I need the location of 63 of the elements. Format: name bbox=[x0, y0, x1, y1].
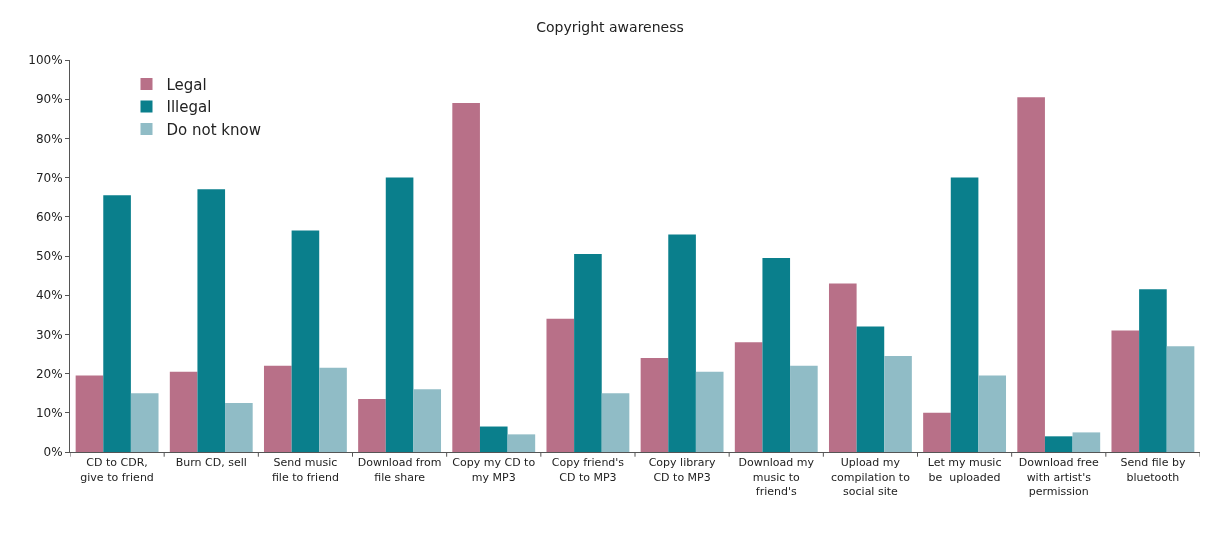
y-tick-label: 100% bbox=[28, 53, 63, 68]
x-tick-label: Download from file share bbox=[357, 456, 442, 484]
bar bbox=[884, 355, 912, 452]
bar bbox=[574, 254, 602, 452]
y-tick-label: 40% bbox=[35, 288, 63, 303]
y-tick-label: 20% bbox=[35, 366, 63, 381]
bar bbox=[640, 357, 669, 452]
y-tick-label: 10% bbox=[35, 406, 63, 420]
bar bbox=[319, 367, 347, 452]
y-tick-label: 70% bbox=[35, 170, 63, 185]
y-tick-label: 30% bbox=[35, 327, 63, 342]
bar bbox=[1044, 436, 1073, 452]
bar bbox=[695, 371, 724, 452]
y-tick-label: 90% bbox=[35, 92, 63, 107]
bar bbox=[225, 403, 253, 452]
x-tick-label: Copy friend's CD to MP3 bbox=[551, 456, 625, 484]
bar bbox=[263, 365, 292, 452]
legend-label: Legal bbox=[166, 75, 207, 94]
y-tick-label: 50% bbox=[35, 249, 63, 264]
bar bbox=[385, 177, 414, 452]
x-tick-label: Download my music to friend's bbox=[738, 456, 815, 498]
x-tick-label: Copy my CD to my MP3 bbox=[452, 456, 536, 484]
bar bbox=[169, 371, 198, 452]
bar bbox=[1166, 346, 1195, 452]
bar bbox=[479, 426, 508, 452]
bar bbox=[358, 399, 386, 452]
bar bbox=[762, 257, 791, 452]
bar bbox=[1111, 330, 1140, 452]
bar bbox=[734, 342, 763, 452]
bar bbox=[790, 365, 818, 452]
bar bbox=[856, 326, 885, 452]
bar bbox=[1072, 432, 1101, 452]
legend-label: Do not know bbox=[166, 120, 261, 139]
bar bbox=[291, 230, 320, 452]
x-tick-label: CD to CDR, give to friend bbox=[80, 456, 154, 484]
bar bbox=[507, 434, 536, 452]
bar bbox=[103, 195, 131, 452]
bar bbox=[978, 375, 1007, 452]
y-tick-label: 80% bbox=[35, 131, 63, 146]
bar bbox=[668, 234, 696, 452]
x-tick-label: Send file by bluetooth bbox=[1120, 456, 1186, 484]
bar bbox=[130, 393, 159, 452]
bar bbox=[452, 103, 480, 452]
y-tick-label: 60% bbox=[35, 210, 63, 224]
x-tick-label: Copy library CD to MP3 bbox=[648, 456, 716, 484]
bar bbox=[601, 393, 630, 452]
bar bbox=[828, 283, 857, 452]
x-tick-label: Let my music be uploaded bbox=[927, 456, 1002, 484]
bar bbox=[923, 412, 951, 452]
y-tick-label: 0% bbox=[43, 445, 63, 460]
bar bbox=[197, 189, 226, 452]
bar bbox=[413, 389, 442, 452]
bar bbox=[1139, 289, 1167, 452]
chart-title: Copyright awareness bbox=[536, 18, 684, 35]
bar bbox=[75, 375, 104, 452]
bar bbox=[546, 318, 575, 452]
x-tick-label: Burn CD, sell bbox=[175, 456, 247, 470]
x-tick-label: Upload my compilation to social site bbox=[830, 456, 911, 498]
legend-label: Illegal bbox=[166, 98, 212, 117]
x-tick-label: Download free with artist's permission bbox=[1018, 456, 1099, 498]
x-tick-label: Send music file to friend bbox=[271, 456, 339, 484]
bar bbox=[1017, 97, 1045, 452]
bar bbox=[950, 177, 979, 452]
